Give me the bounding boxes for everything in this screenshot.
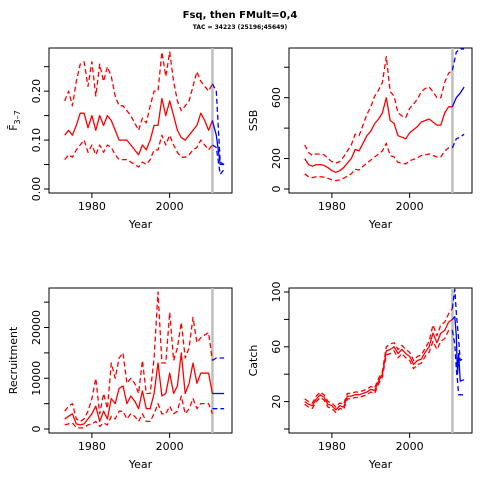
catch-xtick-label: 1980 <box>318 440 346 453</box>
catch-historic-upper <box>304 308 453 408</box>
fbar-data <box>64 48 225 193</box>
recruitment-historic-lower <box>64 395 214 429</box>
fbar-historic-upper <box>64 51 213 131</box>
fbar-historic-lower <box>64 134 213 168</box>
recruitment-xlabel: Year <box>128 458 153 471</box>
ssb-ytick-label: 600 <box>270 87 283 108</box>
ssb-ytick-label: 200 <box>270 148 283 169</box>
fbar-ytick-label: 0.00 <box>30 177 43 202</box>
panel-catch: 1980 2000 20 60 100 Year Catch <box>247 282 473 471</box>
recruitment-historic-upper <box>64 291 214 423</box>
recruitment-xtick-label: 2000 <box>156 440 184 453</box>
recruitment-ytick-label: 20000 <box>30 310 43 345</box>
recruitment-frame <box>48 287 233 434</box>
recruitment-ylabel: Recruitment <box>7 326 20 394</box>
fbar-projection-upper <box>211 83 225 166</box>
catch-xlabel: Year <box>368 458 393 471</box>
catch-projection-lower <box>451 330 465 396</box>
ssb-ytick-label: 0 <box>270 186 283 193</box>
panel-fbar: 1980 2000 0.00 0.10 0.20 Year F̄3–7 <box>7 47 233 231</box>
fbar-projection-lower <box>212 144 225 175</box>
fbar-ylabel-sub: 3–7 <box>13 110 22 124</box>
fbar-ytick-label: 0.10 <box>30 128 43 153</box>
ssb-projection-upper <box>451 48 465 71</box>
catch-historic-median <box>304 318 453 411</box>
figure-title: Fsq, then FMult=0,4 <box>182 10 298 21</box>
catch-xtick-label: 2000 <box>396 440 424 453</box>
catch-frame <box>288 287 473 434</box>
catch-ytick-label: 20 <box>270 395 283 409</box>
catch-ytick-label: 100 <box>270 282 283 303</box>
ssb-ylabel: SSB <box>247 110 260 132</box>
catch-projection-median <box>451 316 465 382</box>
fbar-ytick-label: 0.20 <box>30 79 43 104</box>
ssb-historic-median <box>304 97 453 173</box>
fbar-frame <box>48 47 233 194</box>
fbar-xtick-label: 2000 <box>156 200 184 213</box>
ssb-xtick-label: 1980 <box>318 200 346 213</box>
catch-historic-lower <box>304 329 453 414</box>
fbar-historic-median <box>64 97 214 156</box>
catch-ytick-label: 60 <box>270 340 283 354</box>
catch-projection-upper <box>451 288 465 362</box>
recruitment-projection-upper <box>212 357 225 362</box>
fbar-xlabel: Year <box>128 218 153 231</box>
catch-ylabel: Catch <box>247 345 260 377</box>
figure-subtitle: TAC = 34223 (25196;45649) <box>192 24 288 31</box>
recruitment-ytick-label: 0 <box>30 426 43 433</box>
ssb-xtick-label: 2000 <box>396 200 424 213</box>
recruitment-ytick-label: 10000 <box>30 361 43 396</box>
panel-ssb: 1980 2000 0 200 600 Year SSB <box>247 47 473 231</box>
ssb-historic-lower <box>304 142 453 182</box>
fbar-projection-median <box>211 120 225 166</box>
ssb-projection-lower <box>451 133 465 149</box>
ssb-data <box>304 48 465 193</box>
recruitment-data <box>64 288 225 433</box>
catch-data <box>304 288 465 433</box>
ssb-xlabel: Year <box>368 218 393 231</box>
recruitment-xtick-label: 1980 <box>78 440 106 453</box>
ssb-frame <box>288 47 473 194</box>
recruitment-historic-median <box>64 352 214 426</box>
fbar-ylabel: F̄3–7 <box>7 110 22 131</box>
fbar-xtick-label: 1980 <box>78 200 106 213</box>
ssb-historic-upper <box>304 55 453 164</box>
ssb-projection-median <box>451 86 465 108</box>
